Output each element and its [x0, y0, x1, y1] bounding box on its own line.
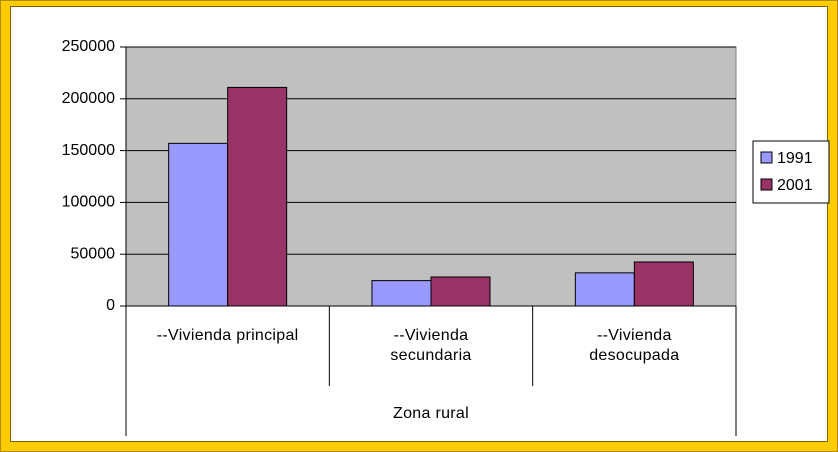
x-tick-label: --Vivienda principal [156, 327, 299, 344]
legend-box [752, 140, 830, 204]
bar [633, 261, 694, 307]
x-tick-label: --Vivienda desocupada [589, 327, 680, 364]
bar [371, 280, 432, 307]
legend-swatch [760, 151, 773, 164]
y-tick-label: 0 [106, 297, 115, 314]
y-tick-label: 150000 [62, 142, 115, 159]
legend-swatch [760, 178, 773, 191]
legend-label: 2001 [777, 177, 813, 194]
y-tick-label: 250000 [62, 38, 115, 55]
y-tick-label: 200000 [62, 90, 115, 107]
x-tick-label: --Vivienda secundaria [390, 327, 472, 364]
bar [430, 276, 491, 307]
legend-label: 1991 [777, 150, 813, 167]
y-tick-label: 100000 [62, 194, 115, 211]
group-label: Zona rural [393, 405, 469, 422]
bar [227, 86, 288, 307]
y-tick-label: 50000 [71, 245, 116, 262]
bar [574, 272, 635, 307]
bar [168, 142, 229, 307]
